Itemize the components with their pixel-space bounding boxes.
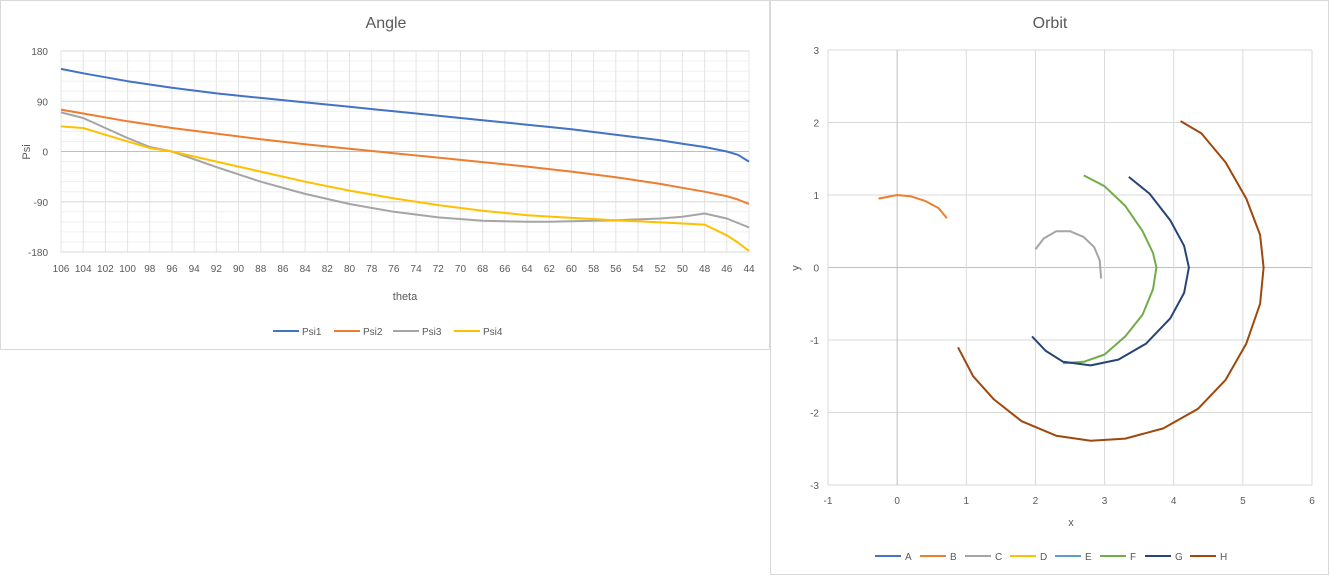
angle-chart-panel[interactable]: Angle 180 90 0 -90 -180 106 104 102 100 98 96 94 92 90…: [0, 0, 770, 350]
legend-label: C: [995, 552, 1002, 563]
x-tick-label: 102: [97, 264, 114, 275]
x-tick-label: 52: [655, 264, 667, 275]
y-tick-label: 180: [31, 47, 48, 58]
x-tick-label: 44: [743, 264, 755, 275]
legend-label: Psi3: [422, 327, 442, 338]
angle-chart: Angle 180 90 0 -90 -180 106 104 102 100 98 96 94 92 90…: [21, 15, 755, 338]
y-tick-label: 0: [42, 148, 48, 159]
x-axis-label: theta: [393, 291, 418, 303]
x-tick-label: 1: [964, 496, 970, 507]
series-line-c: [1034, 230, 1103, 279]
y-tick-label: -1: [810, 336, 819, 347]
x-tick-label: 4: [1171, 496, 1177, 507]
x-tick-label: 54: [632, 264, 644, 275]
x-tick-label: 84: [300, 264, 312, 275]
y-tick-label: -3: [810, 481, 819, 492]
x-tick-label: 5: [1240, 496, 1246, 507]
x-tick-label: 56: [610, 264, 622, 275]
y-tick-label: -180: [28, 248, 48, 259]
x-tick-label: 78: [366, 264, 378, 275]
x-tick-label: 90: [233, 264, 245, 275]
x-tick-label: 6: [1309, 496, 1315, 507]
x-tick-label: 96: [166, 264, 178, 275]
x-tick-label: 0: [894, 496, 900, 507]
legend-label: A: [905, 552, 912, 563]
orbit-chart: Orbit 3 2 1 0 -1 -2 -3 -1 0 1 2 3 4 5 6 x y A B C D E F G H: [790, 15, 1315, 563]
x-tick-label: 3: [1102, 496, 1108, 507]
x-tick-label: 58: [588, 264, 600, 275]
series-line-f: [1063, 174, 1158, 365]
series-line-b: [878, 194, 948, 219]
x-tick-label: 60: [566, 264, 578, 275]
legend-label: B: [950, 552, 957, 563]
x-tick-label: 48: [699, 264, 711, 275]
x-tick-label: 82: [322, 264, 334, 275]
legend-label: D: [1040, 552, 1047, 563]
x-tick-label: 92: [211, 264, 223, 275]
x-tick-label: -1: [824, 496, 833, 507]
x-tick-label: 104: [75, 264, 92, 275]
x-tick-label: 64: [522, 264, 534, 275]
x-tick-label: 86: [277, 264, 289, 275]
y-tick-label: -90: [34, 198, 49, 209]
x-axis-label: x: [1068, 517, 1074, 529]
series-line-h: [957, 120, 1265, 442]
y-tick-label: 90: [37, 97, 49, 108]
x-tick-label: 80: [344, 264, 356, 275]
series-line-psi3: [60, 111, 750, 229]
orbit-chart-title: Orbit: [1033, 15, 1068, 32]
x-tick-label: 66: [499, 264, 511, 275]
series-line-g: [1031, 176, 1190, 367]
x-tick-label: 68: [477, 264, 489, 275]
legend-label: H: [1220, 552, 1227, 563]
y-axis-label: Psi: [21, 144, 33, 159]
legend-label: Psi2: [363, 327, 383, 338]
y-axis-label: y: [790, 265, 802, 271]
legend-label: E: [1085, 552, 1092, 563]
y-tick-label: 1: [813, 191, 819, 202]
series-line-psi4: [60, 125, 750, 252]
x-tick-label: 98: [144, 264, 156, 275]
legend-label: Psi4: [483, 327, 503, 338]
x-tick-label: 94: [189, 264, 201, 275]
y-tick-label: -2: [810, 409, 819, 420]
x-tick-label: 76: [388, 264, 400, 275]
x-tick-label: 46: [721, 264, 733, 275]
x-tick-label: 62: [544, 264, 556, 275]
orbit-chart-panel[interactable]: Orbit 3 2 1 0 -1 -2 -3 -1 0 1 2 3 4 5 6 x y A B C D E F G H: [770, 0, 1329, 575]
y-tick-label: 0: [813, 264, 819, 275]
x-tick-label: 70: [455, 264, 467, 275]
series-line-psi1: [60, 67, 750, 163]
y-tick-label: 2: [813, 119, 819, 130]
x-tick-label: 88: [255, 264, 267, 275]
legend-label: G: [1175, 552, 1183, 563]
angle-chart-title: Angle: [366, 15, 407, 32]
series-line-psi2: [60, 108, 750, 205]
x-tick-label: 2: [1033, 496, 1039, 507]
x-tick-label: 74: [411, 264, 423, 275]
x-tick-label: 50: [677, 264, 689, 275]
x-tick-label: 106: [53, 264, 70, 275]
x-tick-label: 72: [433, 264, 445, 275]
legend-label: F: [1130, 552, 1136, 563]
legend-label: Psi1: [302, 327, 322, 338]
y-tick-label: 3: [813, 46, 819, 57]
x-tick-label: 100: [119, 264, 136, 275]
